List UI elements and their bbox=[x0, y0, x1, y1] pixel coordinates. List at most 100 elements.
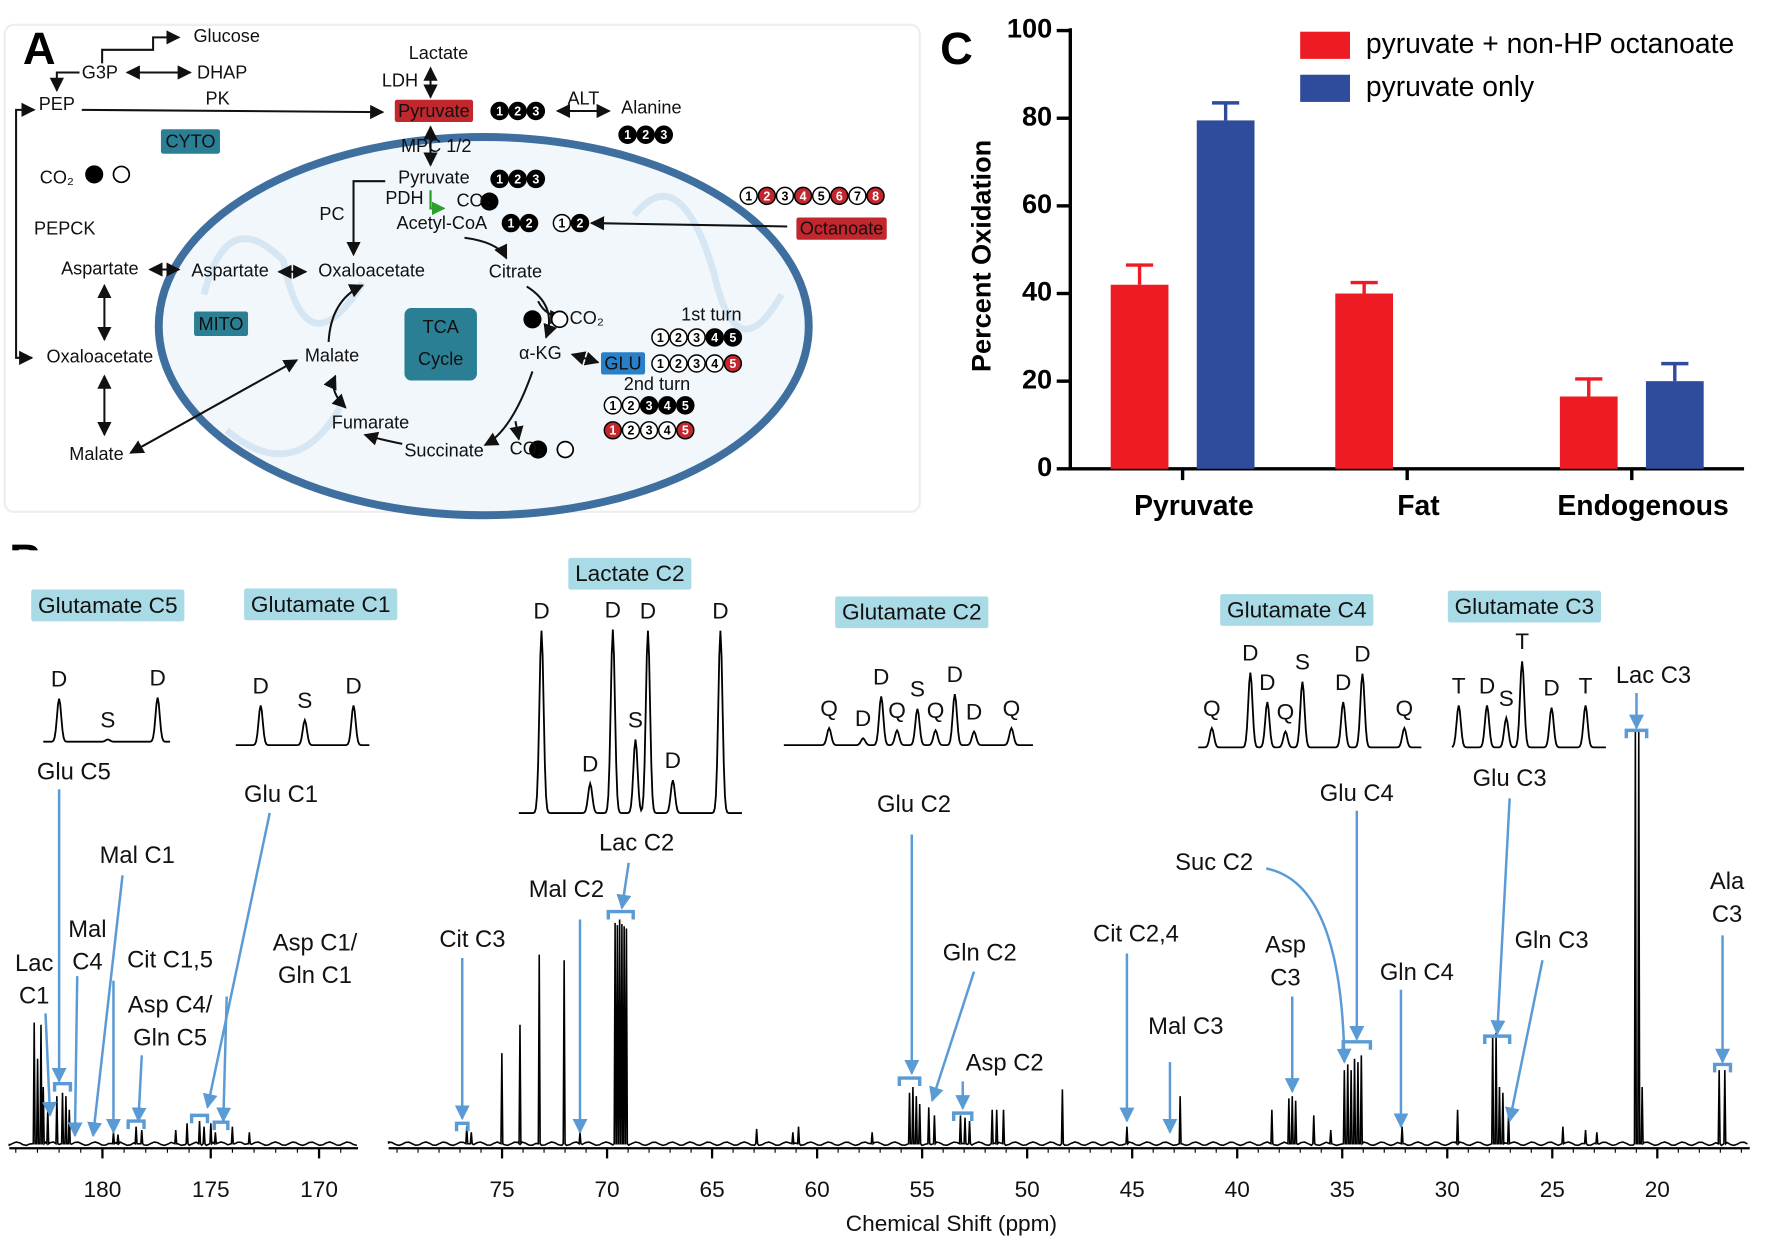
label-box bbox=[835, 596, 989, 629]
carbon-number: 2 bbox=[675, 357, 682, 371]
carbon-number: 1 bbox=[657, 357, 664, 371]
inset-trace bbox=[43, 697, 171, 743]
label-box bbox=[568, 557, 692, 590]
carbon-atom bbox=[687, 328, 706, 347]
diagram-label: G3P bbox=[82, 62, 118, 82]
pointer-arrow bbox=[87, 875, 124, 1138]
peak-label: Cit C3 bbox=[439, 926, 505, 953]
label-box bbox=[796, 217, 887, 240]
diagram-label: MPC 1/2 bbox=[401, 136, 471, 156]
carbon-dot bbox=[85, 165, 104, 184]
legend-swatch bbox=[1300, 31, 1351, 59]
carbon-number: 3 bbox=[532, 104, 539, 118]
arrow bbox=[363, 431, 403, 446]
diagram-label: Fumarate bbox=[332, 412, 410, 432]
diagram-label: DHAP bbox=[197, 62, 247, 82]
spectrum-trace bbox=[8, 730, 1748, 1147]
multiplet-label: D bbox=[51, 667, 67, 692]
carbon-atom bbox=[793, 186, 813, 206]
multiplet-label: T bbox=[1515, 629, 1529, 654]
carbon-number: 1 bbox=[609, 399, 616, 413]
label-box bbox=[31, 589, 185, 622]
x-tick-label: 50 bbox=[1015, 1177, 1040, 1202]
carbon-number: 4 bbox=[664, 399, 671, 413]
legend-label: pyruvate + non-HP octanoate bbox=[1366, 27, 1734, 59]
carbon-atom bbox=[830, 186, 849, 206]
carbon-atom bbox=[651, 354, 670, 373]
carbon-atom bbox=[651, 328, 670, 347]
label-box bbox=[601, 352, 646, 375]
x-tick-label: 40 bbox=[1225, 1177, 1250, 1202]
inset-trace bbox=[1198, 672, 1422, 749]
carbon-atom bbox=[519, 213, 539, 233]
peak-label: Gln C2 bbox=[943, 940, 1017, 967]
carbon-atom bbox=[621, 396, 641, 415]
carbon-dot bbox=[112, 165, 131, 184]
multiplet-label: S bbox=[1295, 650, 1310, 675]
peak-label: Asp C4/Gln C5 bbox=[128, 992, 213, 1052]
carbon-atom bbox=[570, 213, 590, 233]
bracket bbox=[1712, 1062, 1733, 1073]
carbon-number: 6 bbox=[836, 189, 843, 203]
peak-label-line: Gln C5 bbox=[133, 1025, 207, 1052]
carbon-atom bbox=[866, 186, 885, 206]
arrow bbox=[509, 421, 524, 441]
carbon-atom bbox=[636, 125, 655, 144]
carbon-number: 5 bbox=[682, 399, 689, 413]
label-box bbox=[1447, 590, 1601, 623]
carbon-atom bbox=[654, 125, 674, 144]
x-tick-label: 60 bbox=[805, 1177, 830, 1202]
peak-label-line: Cit C3 bbox=[439, 926, 505, 953]
peak-label-line: Asp bbox=[1265, 932, 1306, 959]
peak-label: Lac C1 bbox=[15, 950, 53, 1010]
peak-label: Gln C3 bbox=[1515, 927, 1589, 954]
multiplet-label: S bbox=[628, 707, 643, 732]
multiplet-label: D bbox=[712, 599, 728, 624]
multiplet-label: D bbox=[1479, 673, 1495, 698]
diagram-label: 1st turn bbox=[681, 305, 741, 325]
peak-label-line: Glu C3 bbox=[1473, 765, 1547, 792]
label-box bbox=[194, 311, 249, 337]
peak-label-line: Lac C3 bbox=[1616, 662, 1691, 689]
label-box bbox=[160, 129, 220, 154]
label-box bbox=[394, 99, 474, 123]
y-axis-label: Percent Oxidation bbox=[965, 140, 996, 372]
multiplet-label: D bbox=[873, 664, 889, 689]
diagram-label: CO₂ bbox=[40, 168, 74, 188]
carbon-number: 2 bbox=[514, 104, 521, 118]
carbon-atom bbox=[490, 169, 509, 189]
bracket bbox=[52, 1081, 73, 1092]
carbon-number: 1 bbox=[624, 128, 631, 142]
carbon-number: 4 bbox=[711, 331, 718, 345]
diagram-label: MITO bbox=[199, 314, 244, 334]
diagram-label: Glucose bbox=[193, 26, 259, 46]
carbon-dot bbox=[480, 192, 499, 211]
diagram-label: Aspartate bbox=[191, 261, 269, 281]
carbon-number: 1 bbox=[657, 331, 664, 345]
arrow bbox=[101, 30, 181, 64]
bar bbox=[1335, 293, 1394, 469]
multiplet-label: D bbox=[1354, 642, 1370, 667]
carbon-atom bbox=[490, 101, 509, 121]
peak-label-line: Ala bbox=[1710, 869, 1745, 896]
peak-label-line: Mal C3 bbox=[1148, 1013, 1223, 1040]
multiplet-label: D bbox=[605, 597, 621, 622]
label-mask bbox=[0, 550, 69, 585]
carbon-atom bbox=[757, 186, 777, 206]
diagram-label: Oxaloacetate bbox=[318, 261, 425, 281]
multiplet-label: S bbox=[910, 677, 925, 702]
peak-label-line: Glu C4 bbox=[1320, 780, 1394, 807]
diagram-label: Lactate bbox=[409, 43, 468, 63]
diagram-label: Malate bbox=[69, 444, 123, 464]
carbon-atom bbox=[676, 421, 695, 440]
carbon-number: 1 bbox=[507, 216, 514, 230]
carbon-number: 1 bbox=[558, 216, 565, 230]
peak-label-line: Asp C2 bbox=[966, 1050, 1044, 1077]
carbon-number: 3 bbox=[532, 172, 539, 186]
inset-title: Glutamate C2 bbox=[842, 600, 982, 625]
carbon-atom bbox=[676, 396, 695, 415]
x-tick-label: 35 bbox=[1330, 1177, 1355, 1202]
inset-title: Glutamate C4 bbox=[1227, 597, 1367, 622]
inset-trace bbox=[235, 705, 370, 747]
peak-label: Asp C3 bbox=[1265, 932, 1306, 992]
